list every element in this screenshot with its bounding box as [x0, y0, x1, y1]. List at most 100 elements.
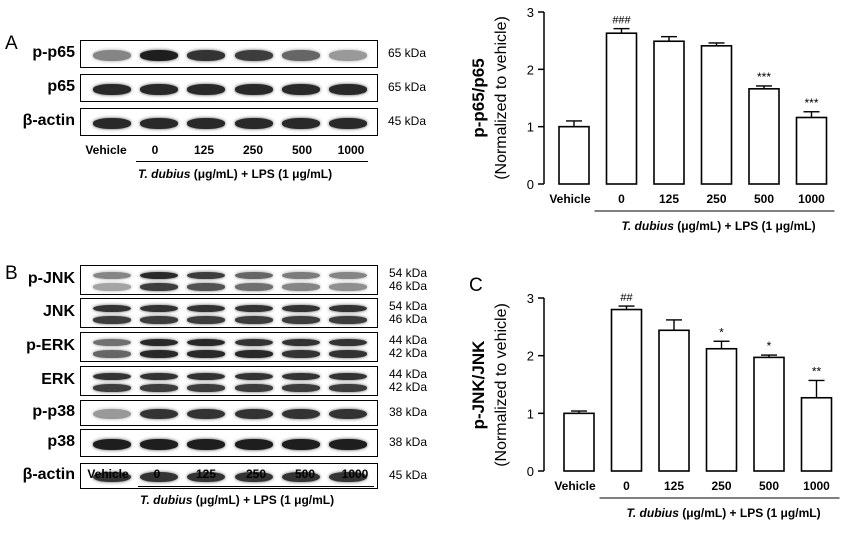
lane-label: 1000: [341, 467, 369, 481]
x-tick-label: 125: [664, 479, 684, 493]
x-tick-label: Vehicle: [554, 479, 596, 493]
blot-band: [187, 304, 226, 313]
blot-band: [329, 83, 368, 95]
blot-band: [140, 471, 178, 483]
blot-band: [140, 304, 178, 313]
blot-band: [140, 408, 178, 420]
blot-band: [234, 471, 273, 483]
blot-band: [329, 271, 368, 280]
treatment-prefix: T. dubius: [140, 493, 193, 507]
blot-band: [187, 271, 226, 280]
bar: [753, 356, 785, 472]
kda-label: 45 kDa: [389, 468, 428, 482]
blot-band: [234, 408, 273, 420]
lane-label: 125: [195, 467, 217, 481]
kda-label: 65 kDa: [388, 80, 427, 94]
blot-band: [92, 384, 131, 392]
kda-label: 54 kDa: [389, 299, 428, 313]
blot-band: [234, 117, 273, 129]
x-tick-label: 0: [623, 479, 630, 493]
blot-band: [282, 438, 320, 450]
blot-band: [92, 304, 131, 313]
blot-band: [234, 49, 273, 61]
blot-label: JNK: [42, 303, 75, 320]
blot-band: [92, 316, 131, 324]
blot-label: β-actin: [22, 466, 75, 483]
blot-band: [140, 117, 178, 129]
p-jnk-chart: Cp-JNK/JNK (Normalized to vehicle) 0 1 2 3 Veh…: [469, 275, 840, 520]
significance-label: *: [767, 339, 772, 353]
blot-band: [282, 83, 320, 95]
treatment-suffix: (μg/mL) + LPS (1 μg/mL): [190, 167, 333, 181]
treatment-suffix: (μg/mL) + LPS (1 μg/mL): [192, 493, 335, 507]
blot-band: [187, 471, 226, 483]
blot-band: [140, 271, 178, 280]
bar: [653, 40, 685, 185]
lane-label: 500: [291, 143, 313, 157]
y-axis-label: (Normalized to vehicle): [493, 16, 510, 180]
kda-label: 46 kDa: [389, 312, 428, 326]
blot-band: [234, 372, 273, 381]
blot-band: [187, 350, 226, 358]
x-tick-label: 250: [706, 192, 726, 206]
treatment-line: [136, 161, 368, 162]
treatment-prefix: T. dubius: [621, 219, 674, 233]
blot-band: [282, 271, 320, 280]
bar: [563, 412, 595, 472]
blot-band: [140, 372, 178, 381]
significance-label: ###: [612, 15, 631, 27]
blot-band: [234, 83, 273, 95]
blot-band: [282, 316, 320, 324]
y-tick-label: 0: [527, 177, 534, 192]
blot-label: p38: [47, 433, 75, 450]
blot-band: [187, 283, 226, 291]
blot-label: p-JNK: [27, 270, 75, 287]
treatment-label: T. dubius (μg/mL) + LPS (1 μg/mL): [140, 493, 334, 507]
blot-band: [329, 408, 368, 420]
x-tick-label: 1000: [798, 192, 825, 206]
blot-band: [92, 49, 131, 61]
bar: [610, 308, 643, 472]
blot-band: [329, 438, 368, 450]
blot-band: [234, 271, 273, 280]
blot-image: [80, 429, 378, 457]
blot-band: [329, 372, 368, 381]
lane-label: 1000: [337, 143, 365, 157]
blot-band: [282, 49, 320, 61]
panel-a-letter: A: [5, 33, 18, 54]
blot-band: [187, 117, 226, 129]
blot-image: [80, 108, 378, 136]
panel-b-letter: B: [5, 263, 18, 284]
lane-label: Vehicle: [87, 467, 129, 481]
blot-band: [282, 117, 320, 129]
treatment-prefix: T. dubius: [626, 506, 679, 520]
kda-label: 54 kDa: [389, 266, 428, 280]
p-p65-chart: p-p65/p65 (Normalized to vehicle) 0 1 2 3 Vehi…: [469, 5, 835, 233]
significance-label: ##: [620, 292, 633, 304]
blot-band: [282, 372, 320, 381]
blot-band: [92, 372, 131, 381]
blot-band: [92, 83, 131, 95]
kda-label: 38 kDa: [389, 405, 428, 419]
blot-band: [187, 438, 226, 450]
blot-band: [187, 338, 226, 347]
significance-label: ***: [757, 70, 771, 84]
treatment-label: T. dubius (μg/mL) + LPS (1 μg/mL): [621, 219, 815, 233]
bar: [658, 329, 690, 472]
blot-label: p-ERK: [26, 337, 75, 354]
blot-band: [282, 338, 320, 347]
blot-band: [329, 117, 368, 129]
treatment-suffix: (μg/mL) + LPS (1 μg/mL): [679, 506, 821, 520]
lane-label: 250: [245, 467, 267, 481]
blot-image: [80, 74, 378, 102]
treatment-suffix: (μg/mL) + LPS (1 μg/mL): [674, 219, 816, 233]
blot-image: [80, 40, 378, 68]
lane-label: 0: [151, 143, 159, 157]
blot-band: [282, 304, 320, 313]
blot-band: [140, 283, 178, 291]
blot-label: p-p65: [32, 44, 75, 61]
treatment-label: T. dubius (μg/mL) + LPS (1 μg/mL): [626, 506, 820, 520]
bar: [748, 88, 780, 185]
blot-band: [92, 117, 131, 129]
blot-band: [92, 271, 131, 280]
